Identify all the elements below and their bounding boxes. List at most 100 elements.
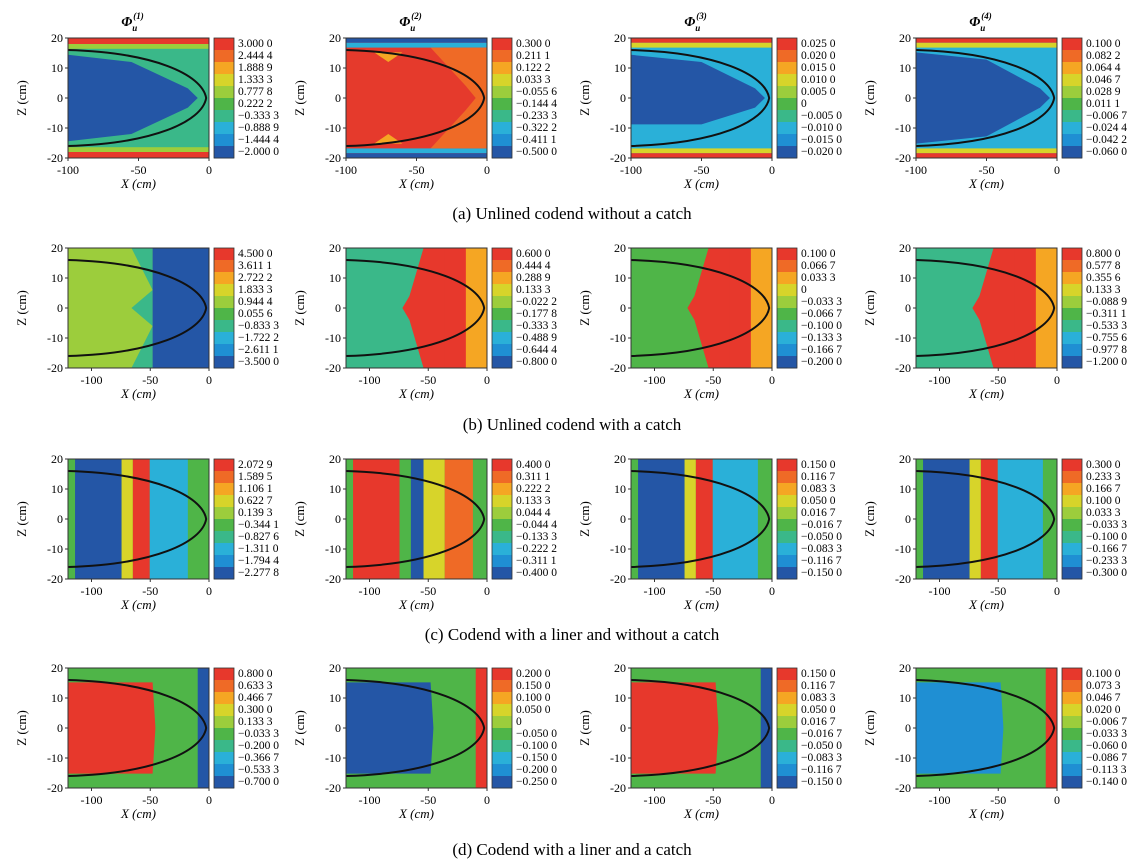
colorbar-swatch [1062, 332, 1082, 345]
y-axis-label: Z (cm) [862, 290, 877, 326]
colorbar-label: −0.050 0 [516, 728, 557, 740]
colorbar-swatch [1062, 296, 1082, 309]
colorbar-label: 0.166 7 [1086, 483, 1121, 495]
colorbar-frame [491, 247, 513, 369]
colorbar-label: −0.322 2 [516, 122, 557, 134]
y-tick-label: 10 [899, 61, 911, 75]
colorbar-label: −2.277 8 [238, 567, 279, 579]
colorbar-label: −0.311 1 [1086, 308, 1127, 320]
colorbar-label: −1.200 0 [1086, 356, 1127, 368]
colorbar-swatch [777, 62, 797, 75]
x-tick-label: -100 [81, 373, 103, 387]
colorbar-label: 0.300 0 [1086, 459, 1121, 471]
codend-outline [345, 49, 486, 147]
colorbar-swatch [777, 74, 797, 87]
colorbar-frame [213, 37, 235, 159]
colorbar-label: −0.500 0 [516, 146, 557, 158]
y-tick-label: 0 [335, 301, 341, 315]
y-tick-label: 0 [905, 91, 911, 105]
x-tick-label: 0 [769, 793, 775, 807]
colorbar-label: −0.116 7 [801, 764, 842, 776]
colorbar-label: 0.139 3 [238, 507, 273, 519]
y-tick-label: 20 [614, 241, 626, 255]
colorbar-swatch [492, 668, 512, 681]
colorbar-swatch [214, 98, 234, 111]
codend-outline [345, 470, 486, 568]
colorbar-swatch [777, 728, 797, 741]
colorbar-swatch [214, 356, 234, 369]
colorbar-frame [776, 667, 798, 789]
colorbar-swatch [777, 543, 797, 556]
colorbar-label: 0.466 7 [238, 692, 273, 704]
colorbar-label: 0.010 0 [801, 74, 836, 86]
colorbar-swatch [214, 332, 234, 345]
column-title: Φu (2) [399, 11, 422, 33]
x-tick-label: -50 [142, 373, 158, 387]
colorbar-label: 0.033 3 [516, 74, 551, 86]
colorbar-label: −0.166 7 [801, 344, 842, 356]
colorbar-swatch [492, 344, 512, 357]
colorbar-label: 0.028 9 [1086, 86, 1121, 98]
y-tick-label: 20 [614, 31, 626, 45]
colorbar-swatch [1062, 459, 1082, 472]
colorbar-swatch [1062, 260, 1082, 273]
colorbar-swatch [214, 507, 234, 520]
codend-outline [67, 470, 208, 568]
colorbar-frame [1061, 247, 1083, 369]
colorbar-swatch [777, 483, 797, 496]
colorbar-label: 0.133 3 [516, 284, 551, 296]
y-tick-label: 10 [329, 271, 341, 285]
colorbar-swatch [1062, 248, 1082, 261]
colorbar-label: 0.150 0 [801, 668, 836, 680]
colorbar-frame [776, 458, 798, 580]
colorbar-swatch [1062, 704, 1082, 717]
y-tick-label: 20 [899, 31, 911, 45]
colorbar-swatch [1062, 668, 1082, 681]
column-title: Φu (1) [121, 11, 144, 33]
colorbar-swatch [777, 86, 797, 99]
colorbar-swatch [214, 134, 234, 147]
colorbar-label: 0.133 3 [238, 716, 273, 728]
colorbar-swatch [1062, 62, 1082, 75]
y-tick-label: -10 [895, 121, 911, 135]
x-tick-label: -50 [142, 584, 158, 598]
y-tick-label: 20 [329, 241, 341, 255]
colorbar-label: 0.944 4 [238, 296, 273, 308]
colorbar-swatch [492, 495, 512, 508]
x-tick-label: -100 [57, 163, 79, 177]
colorbar-label: −0.333 3 [516, 320, 557, 332]
y-tick-label: -20 [610, 361, 626, 375]
row-caption: (a) Unlined codend without a catch [452, 204, 692, 223]
colorbar-swatch [492, 507, 512, 520]
colorbar-label: 0.011 1 [1086, 98, 1120, 110]
colorbar-swatch [492, 356, 512, 369]
y-tick-label: 10 [51, 691, 63, 705]
colorbar-swatch [777, 507, 797, 520]
colorbar-label: 0.355 6 [1086, 272, 1121, 284]
colorbar-swatch [1062, 776, 1082, 789]
y-tick-label: -20 [47, 361, 63, 375]
colorbar-label: 0.222 2 [516, 483, 551, 495]
y-tick-label: -20 [610, 781, 626, 795]
colorbar-label: −0.411 1 [516, 134, 557, 146]
y-tick-label: 20 [51, 452, 63, 466]
x-axis-label: X (cm) [968, 806, 1004, 821]
x-tick-label: -50 [990, 793, 1006, 807]
contour-region [1035, 248, 1057, 368]
contour-region [152, 248, 209, 368]
colorbar-swatch [1062, 98, 1082, 111]
colorbar-label: −0.533 3 [238, 764, 279, 776]
y-tick-label: -10 [610, 542, 626, 556]
colorbar-label: −0.044 4 [516, 519, 557, 531]
x-tick-label: 0 [206, 163, 212, 177]
contour-region [197, 668, 209, 788]
x-tick-label: 0 [1054, 373, 1060, 387]
colorbar-label: 0.100 0 [516, 692, 551, 704]
colorbar-label: 1.589 5 [238, 471, 273, 483]
colorbar-swatch [492, 764, 512, 777]
colorbar-frame [1061, 37, 1083, 159]
title-sub: u [410, 23, 415, 33]
colorbar-label: −0.020 0 [801, 146, 842, 158]
